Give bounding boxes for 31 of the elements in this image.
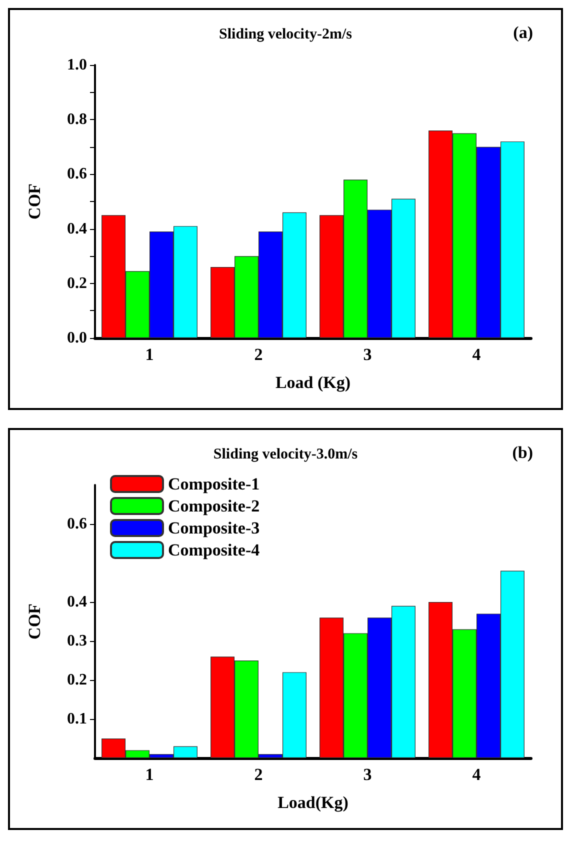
x-tick-label: 3 — [363, 345, 372, 364]
chart-title: Sliding velocity-2m/s — [219, 26, 352, 42]
y-tick-label: 0.0 — [67, 330, 87, 346]
chart-title: Sliding velocity-3.0m/s — [213, 446, 358, 462]
y-tick-label: 0.8 — [67, 111, 87, 128]
y-tick-label: 1.0 — [67, 56, 87, 74]
y-tick-label: 0.6 — [67, 516, 87, 532]
text: (b) — [512, 443, 534, 462]
y-tick-label: 0.3 — [67, 632, 87, 650]
y-tick-label: 0.2 — [67, 274, 87, 292]
x-tick-label: 3 — [363, 765, 372, 784]
x-tick-label: 1 — [145, 765, 154, 784]
x-tick-label: 2 — [254, 765, 263, 784]
x-tick-label: 4 — [472, 765, 482, 784]
legend-label: Composite-1 — [168, 474, 260, 494]
y-axis-title: COF — [25, 184, 44, 220]
x-tick-label: 2 — [254, 345, 263, 364]
y-tick-label: 0.2 — [67, 672, 87, 688]
legend-label: Composite-2 — [168, 496, 260, 516]
y-tick-label: 0.6 — [67, 166, 87, 183]
x-axis-title: Load(Kg) — [278, 793, 348, 812]
y-tick-label: 0.1 — [67, 710, 87, 728]
legend-label: Composite-4 — [168, 540, 260, 560]
y-tick-label: 0.4 — [67, 594, 87, 610]
x-tick-label: 1 — [145, 345, 154, 364]
x-axis-title: Load (Kg) — [275, 373, 351, 392]
legend-label: Composite-3 — [168, 518, 260, 538]
x-tick-label: 4 — [472, 345, 482, 364]
text: (a) — [513, 23, 534, 42]
y-tick-label: 0.4 — [67, 220, 87, 238]
y-axis-title: COF — [25, 604, 44, 640]
